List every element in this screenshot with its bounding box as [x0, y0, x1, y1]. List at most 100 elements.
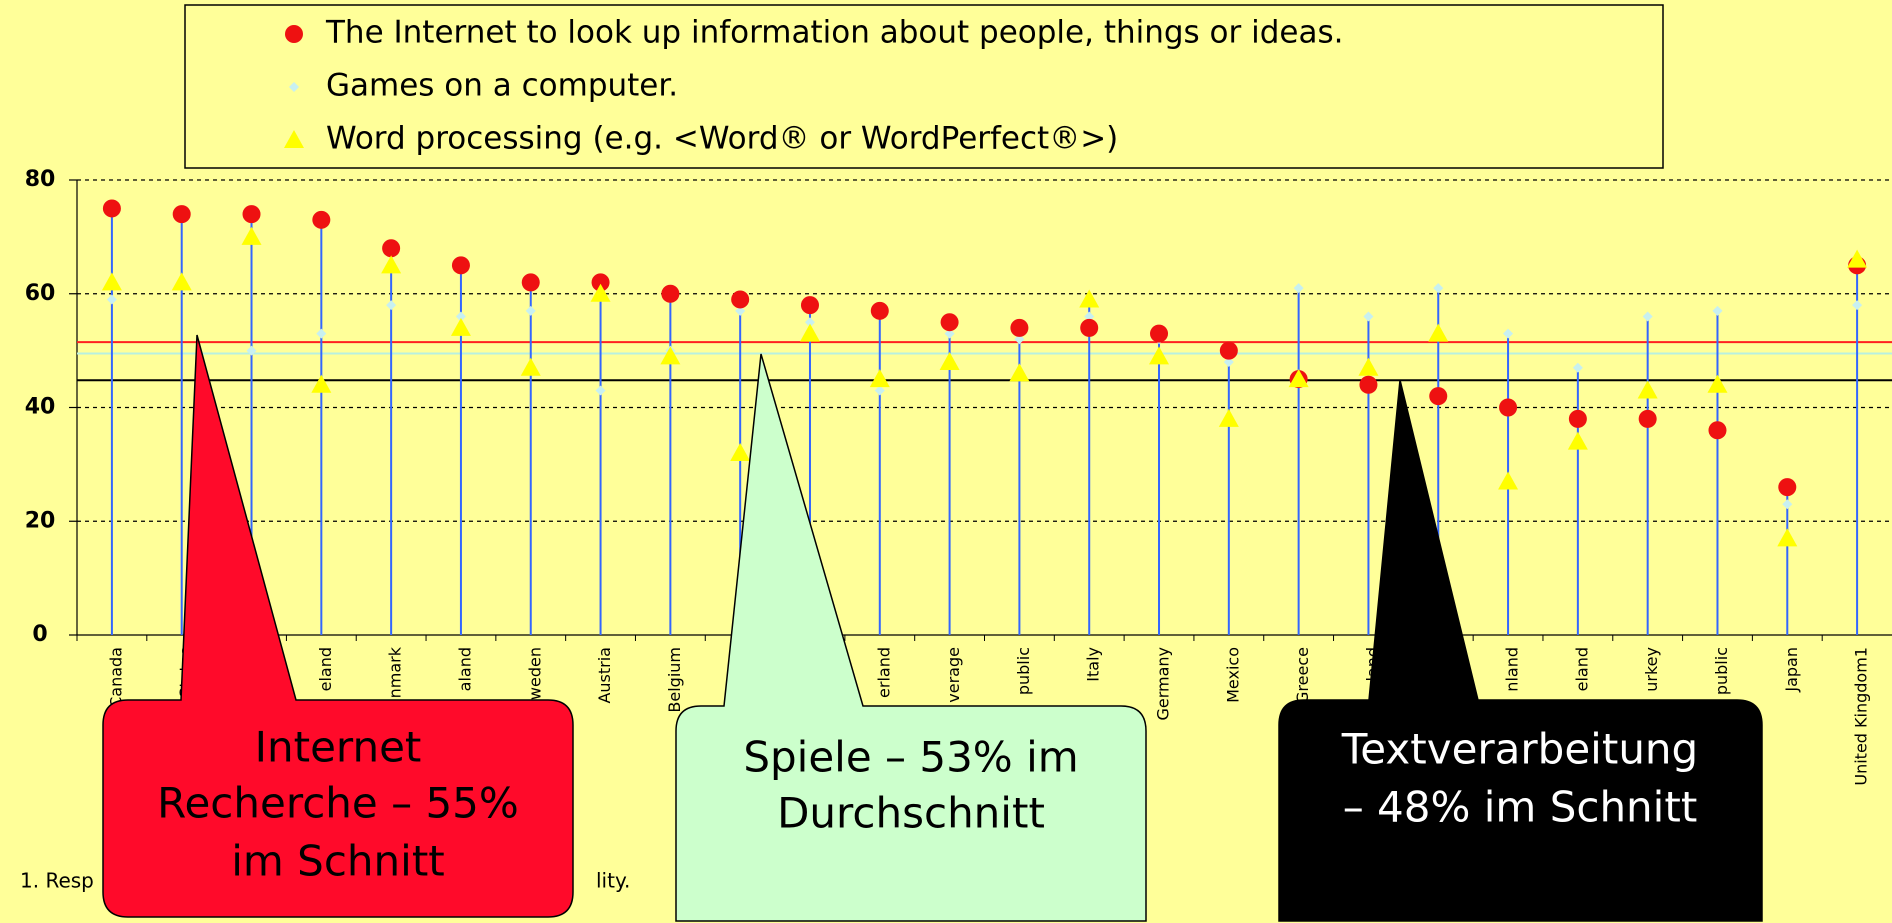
x-tick-label: eland: [1572, 647, 1591, 691]
data-point: [172, 205, 191, 224]
callout-shape: [102, 334, 574, 918]
x-tick-label: Mexico: [1223, 647, 1242, 703]
x-tick-label: Italy: [1084, 647, 1103, 682]
data-point: [1428, 323, 1449, 342]
data-point: [450, 317, 471, 336]
data-point: [804, 317, 815, 328]
data-point: [1852, 300, 1863, 311]
callout: Textverarbeitung – 48% im Schnitt: [1278, 379, 1763, 922]
legend-label: The Internet to look up information abou…: [325, 15, 1344, 51]
data-point: [1080, 318, 1099, 337]
data-point: [316, 328, 327, 339]
legend-label: Games on a computer.: [326, 68, 678, 104]
x-tick-label: nmark: [386, 646, 405, 698]
y-tick-label: 0: [32, 622, 47, 647]
data-point: [171, 272, 192, 291]
data-point: [1777, 528, 1798, 547]
data-point: [869, 369, 890, 388]
legend-label: Word processing (e.g. <Word® or WordPerf…: [326, 121, 1118, 157]
x-tick-label: nland: [1503, 647, 1522, 692]
callout-text: – 48% im Schnitt: [1343, 783, 1698, 832]
legend-marker: [284, 130, 304, 148]
data-point: [101, 272, 122, 291]
data-point: [661, 284, 680, 303]
data-point: [1223, 357, 1234, 367]
data-point: [451, 256, 470, 275]
data-point: [1149, 346, 1170, 365]
data-point: [1433, 283, 1444, 294]
data-point: [1708, 421, 1727, 440]
data-point: [944, 328, 955, 339]
data-point: [939, 352, 960, 370]
data-point: [874, 385, 885, 396]
data-point: [660, 346, 681, 365]
data-point: [1847, 249, 1868, 268]
x-tick-label: Canada: [106, 647, 125, 708]
data-point: [312, 210, 331, 229]
data-point: [102, 199, 121, 218]
data-point: [1079, 289, 1100, 308]
data-point: [246, 345, 257, 356]
data-point: [1363, 311, 1374, 322]
data-point: [735, 305, 746, 316]
data-point: [590, 283, 611, 302]
data-point: [1293, 283, 1304, 294]
data-point: [591, 273, 610, 292]
data-point: [730, 443, 751, 461]
data-point: [1288, 369, 1309, 388]
callout-shape: [1278, 379, 1763, 922]
data-point: [1707, 374, 1728, 393]
data-point: [455, 311, 466, 322]
data-point: [870, 301, 889, 320]
data-point: [1218, 408, 1239, 427]
data-point: [1503, 328, 1514, 339]
data-point: [799, 323, 820, 342]
data-point: [1014, 334, 1025, 345]
legend-marker: [285, 25, 303, 43]
y-tick-label: 80: [25, 167, 56, 192]
callout-text: Recherche – 55%: [157, 779, 519, 828]
data-point: [800, 296, 819, 315]
data-point: [1572, 362, 1583, 373]
data-point: [1568, 409, 1587, 428]
data-point: [521, 273, 540, 292]
x-tick-label: Belgium: [665, 647, 684, 713]
data-point: [382, 239, 401, 258]
data-point: [1638, 409, 1657, 428]
x-tick-label: Greece: [1293, 647, 1312, 704]
data-point: [1009, 363, 1030, 382]
data-point: [1010, 318, 1029, 337]
data-point: [1084, 311, 1095, 322]
data-point: [595, 385, 606, 396]
data-point: [381, 255, 402, 274]
data-point: [242, 205, 261, 224]
data-point: [386, 300, 397, 311]
x-tick-label: Japan: [1782, 647, 1801, 693]
data-point: [1499, 398, 1518, 417]
data-point: [1219, 341, 1238, 360]
legend-marker: [289, 82, 299, 92]
callout-shape: [675, 353, 1147, 922]
data-point: [1498, 471, 1519, 490]
data-point: [311, 374, 332, 393]
data-point: [1637, 380, 1658, 399]
plot: 020406080CanadaStateselandnmarkalandwede…: [25, 167, 1892, 786]
data-point: [1150, 324, 1169, 343]
x-tick-label: verage: [944, 647, 963, 703]
data-point: [1778, 478, 1797, 497]
y-tick-label: 40: [25, 395, 56, 420]
data-point: [1429, 387, 1448, 406]
x-tick-label: public: [1712, 647, 1731, 695]
data-point: [1567, 431, 1588, 450]
x-tick-label: erland: [874, 647, 893, 698]
legend: The Internet to look up information abou…: [284, 15, 1344, 157]
y-tick-label: 60: [25, 281, 56, 306]
callout-text: Spiele – 53% im: [743, 733, 1078, 782]
data-point: [525, 305, 536, 316]
x-tick-label: Austria: [595, 647, 614, 704]
y-tick-label: 20: [25, 508, 56, 533]
callout-text: Internet: [255, 723, 422, 772]
data-point: [106, 294, 117, 305]
data-point: [241, 226, 262, 245]
